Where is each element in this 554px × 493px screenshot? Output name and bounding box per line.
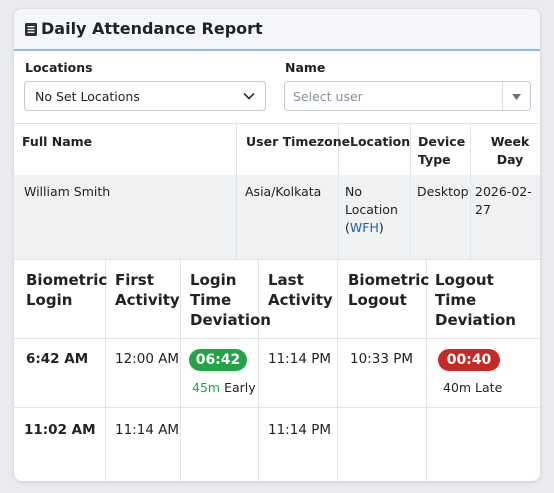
locations-select[interactable]: No Set Locations: [24, 81, 266, 111]
login-deviation-note: 45m Early: [192, 380, 256, 395]
row-divider: [14, 407, 540, 408]
column-divider: [236, 123, 237, 259]
cell-full-name: William Smith: [24, 184, 111, 199]
col-biometric-login: Biometric Login: [26, 271, 108, 309]
card-header: Daily Attendance Report: [14, 9, 540, 51]
location-line-1: No: [345, 184, 362, 199]
summary-table-row: [14, 175, 540, 260]
col-first-activity: First Activity: [115, 271, 180, 309]
cell-biometric-login: 6:42 AM: [26, 351, 89, 367]
col-full-name: Full Name: [22, 134, 93, 149]
page-title: Daily Attendance Report: [41, 19, 263, 38]
location-close-paren: ): [378, 220, 384, 235]
logout-deviation-note: 40m Late: [443, 380, 503, 395]
column-divider: [426, 259, 427, 481]
cell-timezone: Asia/Kolkata: [245, 184, 322, 199]
cell-device-type: Desktop: [417, 184, 469, 199]
column-divider: [410, 123, 411, 259]
cell-biometric-login: 11:02 AM: [24, 422, 96, 438]
col-user-timezone: User Timezone: [246, 134, 351, 149]
column-divider: [337, 259, 338, 481]
column-divider: [180, 259, 181, 481]
name-select-placeholder: Select user: [293, 89, 363, 104]
logout-deviation-badge: 00:40: [438, 349, 500, 371]
login-deviation-amount: 45m: [192, 380, 221, 395]
col-biometric-logout: Biometric Logout: [348, 271, 430, 309]
column-divider: [105, 259, 106, 481]
column-divider: [470, 123, 471, 259]
column-divider: [258, 259, 259, 481]
report-icon: [25, 23, 37, 36]
cell-first-activity: 11:14 AM: [115, 422, 180, 438]
cell-location: No Location (WFH): [345, 183, 398, 237]
col-logout-time-deviation: Logout Time Deviation: [435, 271, 516, 329]
login-deviation-badge: 06:42: [189, 349, 247, 371]
name-label: Name: [285, 60, 326, 75]
location-line-2: Location: [345, 202, 398, 217]
col-week-day: Week Day: [490, 134, 530, 167]
col-location: Location: [350, 134, 411, 149]
column-divider: [338, 123, 339, 259]
cell-first-activity: 12:00 AM: [115, 351, 180, 367]
col-device-type: Device Type: [418, 134, 466, 167]
location-open-paren: (: [345, 220, 350, 235]
login-deviation-word: Early: [224, 380, 256, 395]
caret-down-icon[interactable]: [512, 94, 521, 100]
attendance-report-card: Daily Attendance Report Locations No Set…: [14, 9, 540, 481]
cell-last-activity: 11:14 PM: [268, 422, 331, 438]
cell-biometric-logout: 10:33 PM: [350, 351, 413, 367]
row-divider: [14, 338, 540, 339]
name-select[interactable]: Select user: [284, 81, 531, 111]
locations-label: Locations: [25, 60, 93, 75]
locations-select-value: No Set Locations: [35, 89, 140, 104]
cell-last-activity: 11:14 PM: [268, 351, 331, 367]
col-login-time-deviation: Login Time Deviation: [190, 271, 271, 329]
col-last-activity: Last Activity: [268, 271, 333, 309]
cell-week-day: 2026-02-27: [475, 184, 532, 217]
chevron-down-icon: [243, 92, 255, 100]
select-divider: [502, 82, 503, 110]
wfh-link[interactable]: WFH: [349, 220, 379, 235]
